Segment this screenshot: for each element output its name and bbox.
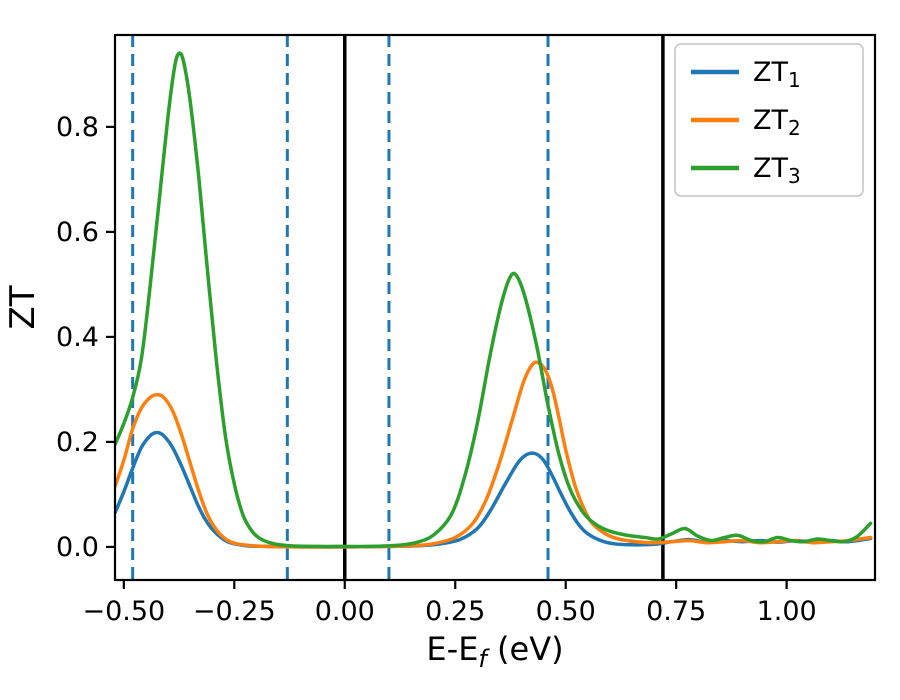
x-tick-label: 0.50 <box>536 596 596 627</box>
y-tick-label: 0.0 <box>56 532 99 563</box>
x-axis-label: E-Ef (eV) <box>426 630 563 673</box>
y-tick-label: 0.4 <box>56 322 99 353</box>
y-axis-label: ZT <box>3 285 43 329</box>
y-tick-label: 0.2 <box>56 427 99 458</box>
x-tick-label: −0.25 <box>193 596 276 627</box>
x-tick-label: 1.00 <box>757 596 817 627</box>
y-tick-label: 0.8 <box>56 112 99 143</box>
legend-label-ZT2: ZT2 <box>753 105 801 140</box>
series-line-ZT2 <box>115 360 873 549</box>
legend-box <box>674 43 864 197</box>
plot-area-border <box>113 33 877 582</box>
legend-label-ZT1: ZT1 <box>753 57 801 92</box>
series-line-ZT3 <box>115 51 873 549</box>
legend-label-ZT3: ZT3 <box>753 153 801 188</box>
x-tick-label: 0.25 <box>425 596 485 627</box>
x-tick-label: 0.00 <box>315 596 375 627</box>
x-tick-label: 0.75 <box>646 596 706 627</box>
x-tick-label: −0.50 <box>82 596 165 627</box>
y-tick-label: 0.6 <box>56 217 99 248</box>
